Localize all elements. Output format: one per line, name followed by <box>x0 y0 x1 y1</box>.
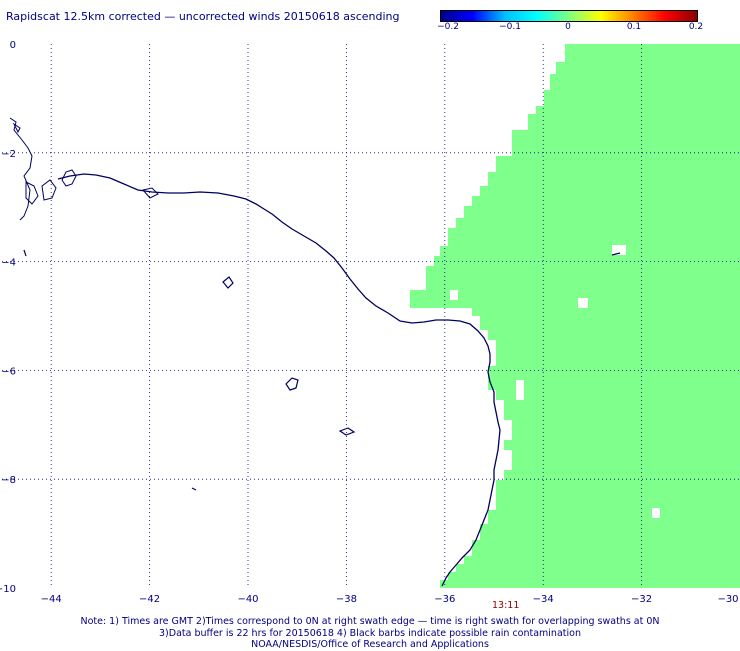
axis-labels: −44 −42 −40 −38 −36 −34 −32 −30 0 −2 −4 −6 −8 −10 <box>0 40 739 605</box>
map-title: Rapidscat 12.5km corrected — uncorrected… <box>6 10 400 23</box>
lon-tick-label: −42 <box>139 594 160 605</box>
lat-lon-grid <box>2 44 740 588</box>
swath-gap <box>652 508 660 518</box>
lat-tick-label: 0 <box>10 40 16 51</box>
lon-tick-label: −44 <box>41 594 62 605</box>
colorbar-tick: −0.1 <box>499 22 521 32</box>
swath-gap <box>578 298 588 308</box>
colorbar-tick: 0.2 <box>688 22 704 32</box>
swath-gap <box>516 380 524 400</box>
colorbar <box>440 10 698 22</box>
colorbar-tick: 0 <box>565 22 571 32</box>
lat-tick-label: −10 <box>0 584 16 595</box>
lat-tick-label: −8 <box>1 475 16 486</box>
coastline <box>9 117 621 587</box>
footnotes: Note: 1) Times are GMT 2)Times correspon… <box>0 616 740 651</box>
note-line-1: Note: 1) Times are GMT 2)Times correspon… <box>80 616 660 627</box>
colorbar-tick: −0.2 <box>437 22 459 32</box>
swath-area <box>410 44 740 588</box>
note-line-2: 3)Data buffer is 22 hrs for 20150618 4) … <box>159 627 581 639</box>
swath-time-label: 13:11 <box>492 600 520 611</box>
wind-swath <box>410 44 740 588</box>
colorbar-tick: 0.1 <box>626 22 642 32</box>
lat-tick-label: −6 <box>1 366 16 377</box>
lon-tick-label: −36 <box>434 594 455 605</box>
lat-tick-label: −4 <box>1 258 16 269</box>
lon-tick-label: −34 <box>533 594 554 605</box>
swath-gap <box>450 290 458 300</box>
lon-tick-label: −38 <box>336 594 357 605</box>
lat-tick-label: −2 <box>1 149 16 160</box>
lon-tick-label: −32 <box>631 594 652 605</box>
note-line-3: NOAA/NESDIS/Office of Research and Appli… <box>251 639 489 650</box>
swath-gap <box>612 245 626 255</box>
lon-tick-label: −40 <box>237 594 258 605</box>
swath-gap <box>504 420 512 440</box>
lon-tick-label: −30 <box>717 594 738 605</box>
